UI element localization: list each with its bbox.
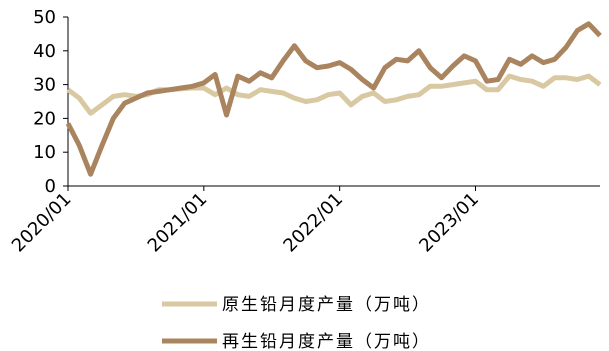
x-tick-label: 2022/01 [279, 189, 347, 257]
y-axis: 0 10 20 30 40 50 [33, 7, 69, 197]
x-axis: 2020/01 2021/01 2022/01 2023/01 [8, 185, 600, 257]
series-line-1 [65, 21, 602, 177]
x-tick-label: 2020/01 [8, 189, 76, 257]
x-tick-label: 2023/01 [415, 189, 483, 257]
legend-label-0: 原生铅月度产量（万吨） [222, 295, 431, 315]
y-tick-label: 30 [33, 75, 56, 96]
legend-label-1: 再生铅月度产量（万吨） [222, 332, 431, 351]
legend: 原生铅月度产量（万吨） 再生铅月度产量（万吨） [162, 295, 431, 351]
y-tick-label: 20 [33, 108, 56, 129]
y-tick-label: 40 [33, 41, 56, 62]
x-tick-label: 2021/01 [144, 189, 212, 257]
y-tick-label: 0 [45, 176, 56, 197]
y-tick-label: 50 [33, 7, 56, 28]
series-layer [65, 21, 602, 177]
y-tick-label: 10 [33, 142, 56, 163]
